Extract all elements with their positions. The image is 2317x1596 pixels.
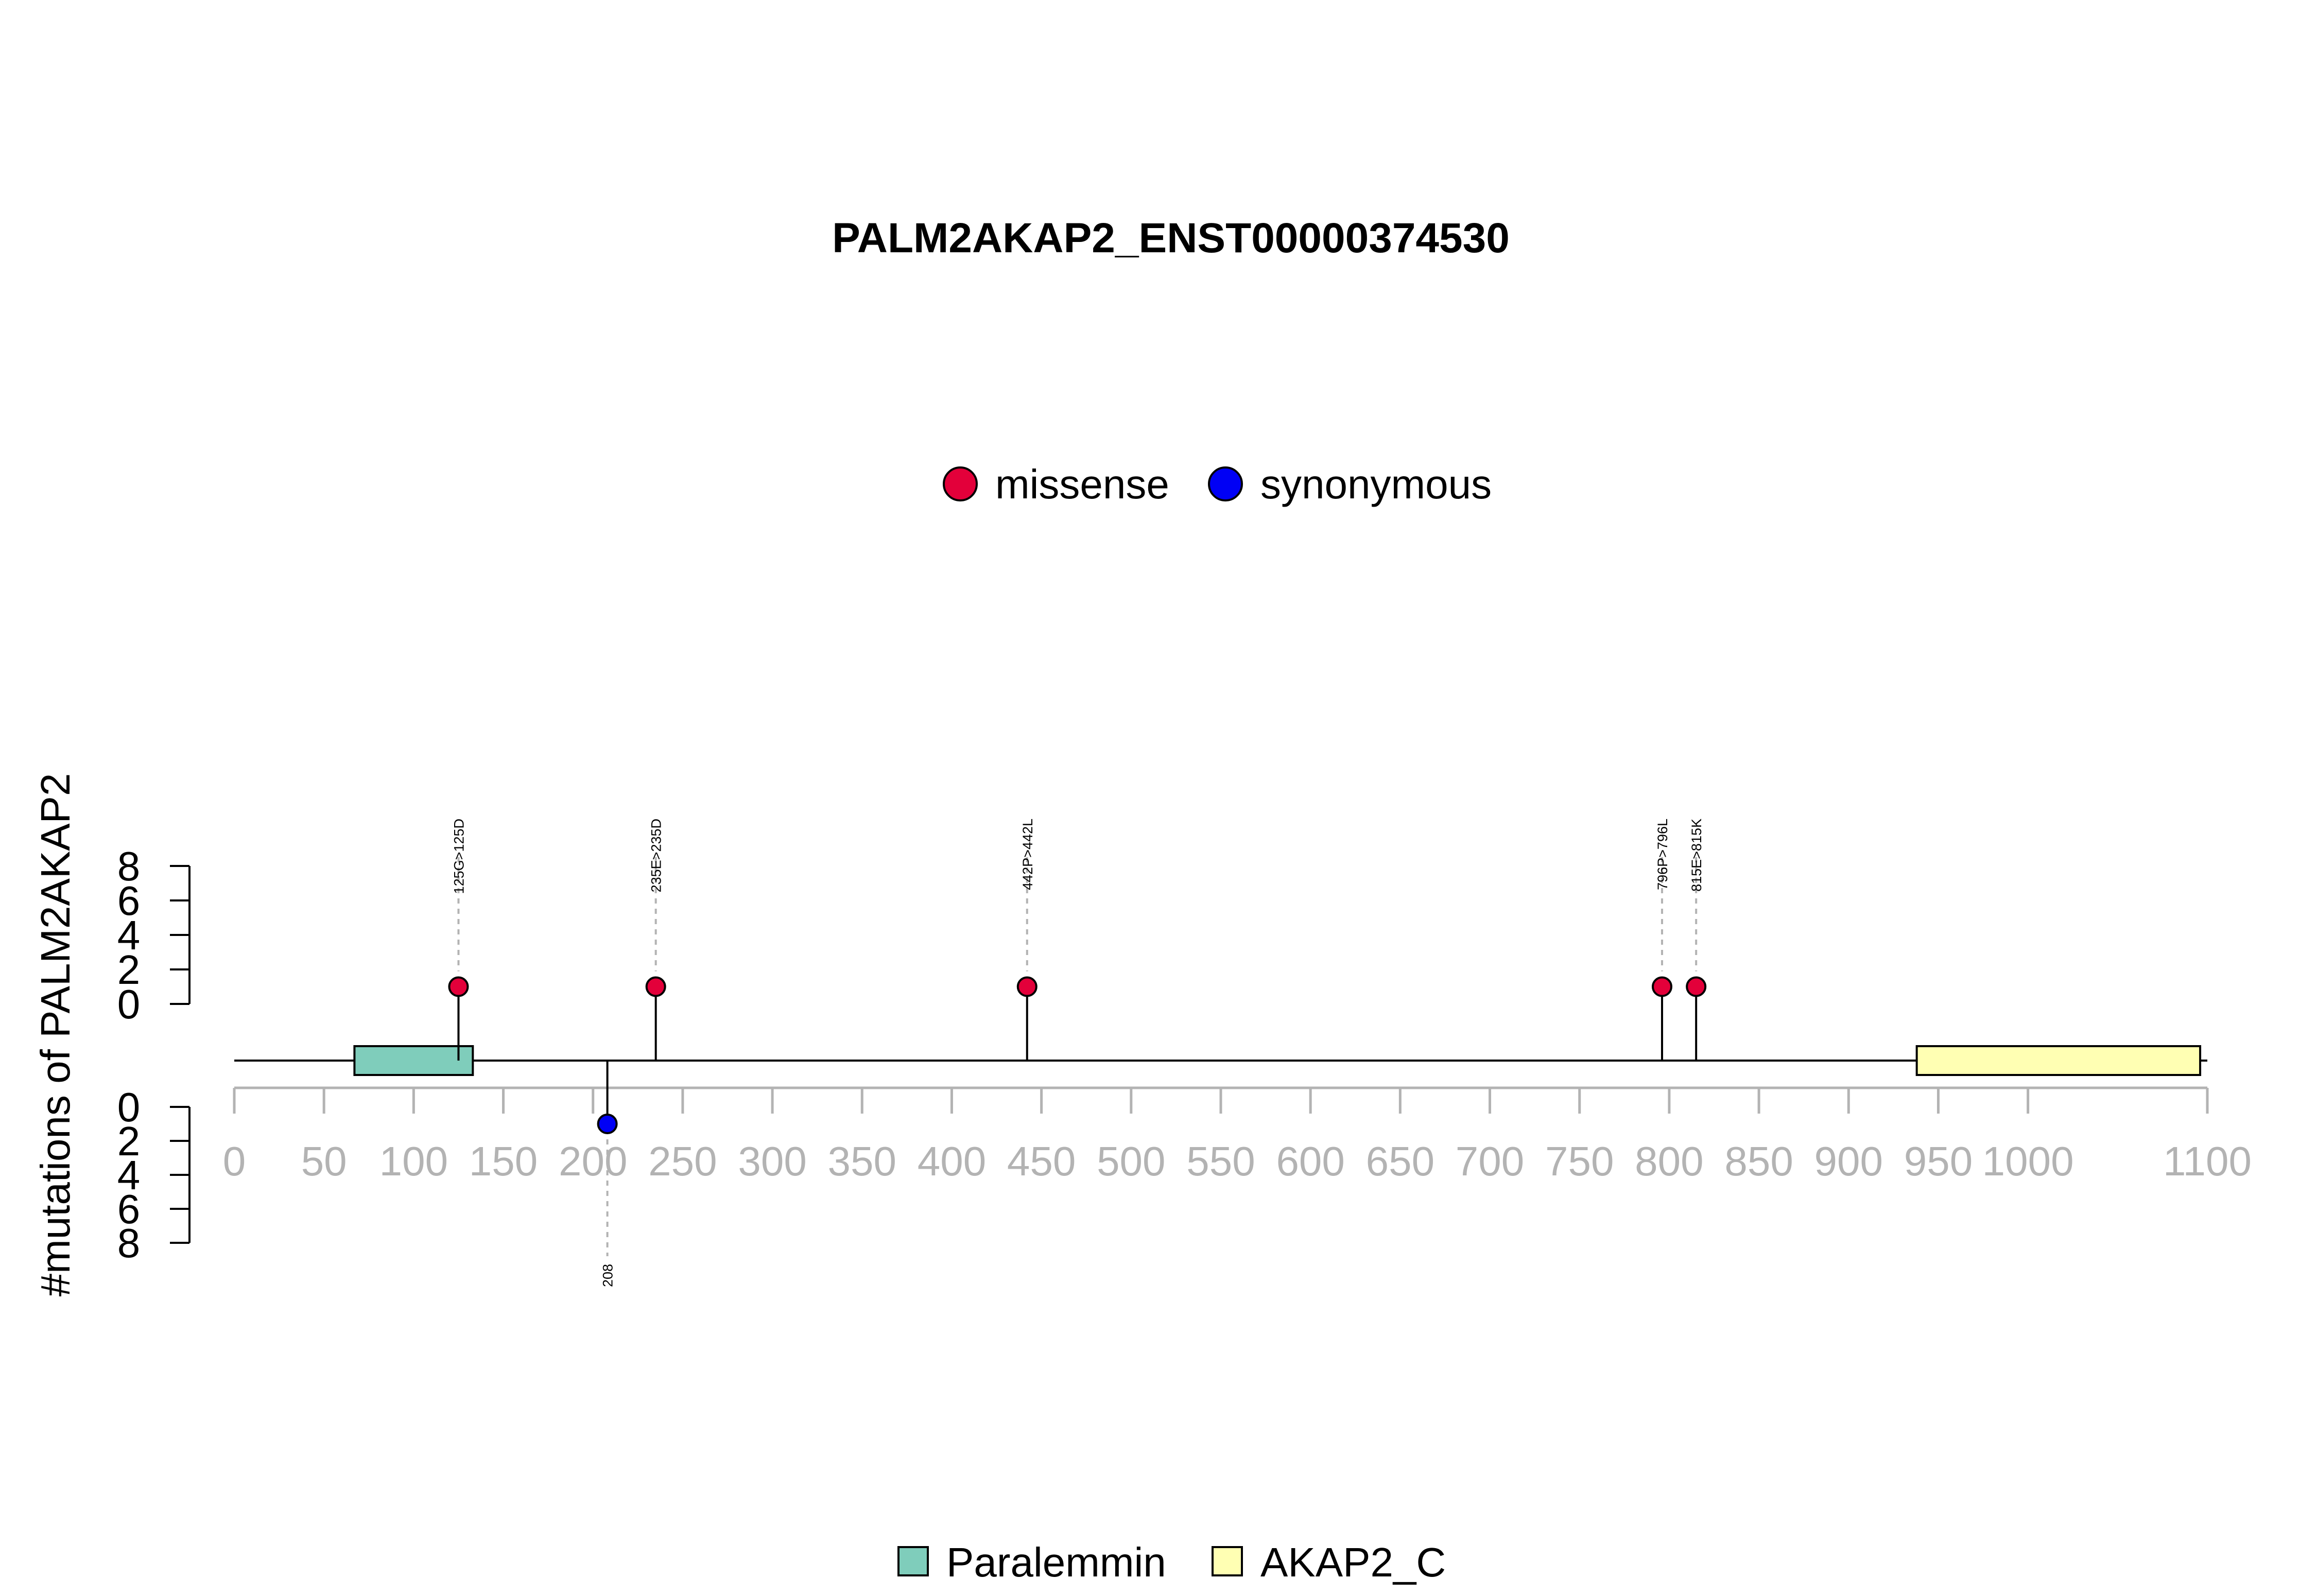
domain-AKAP2_C xyxy=(1915,1045,2202,1076)
y-bottom-tick-label-0: 0 xyxy=(117,1084,141,1130)
mutation-point-208 xyxy=(597,1114,618,1134)
legend-label-AKAP2_C: AKAP2_C xyxy=(1260,1539,1446,1585)
y-top-tick-label-0: 0 xyxy=(117,981,141,1027)
mutation-point-125 xyxy=(448,976,469,997)
x-tick-label-850: 850 xyxy=(1724,1138,1793,1184)
y-top-tick-label-2: 2 xyxy=(117,947,141,993)
x-tick-label-0: 0 xyxy=(223,1138,246,1184)
x-tick-label-800: 800 xyxy=(1635,1138,1703,1184)
x-tick-label-100: 100 xyxy=(379,1138,448,1184)
legend-label-missense: missense xyxy=(995,461,1169,507)
domain-legend: Paralemmin AKAP2_C xyxy=(897,1539,1446,1585)
x-tick-label-500: 500 xyxy=(1097,1138,1165,1184)
x-tick-label-450: 450 xyxy=(1007,1138,1076,1184)
x-tick-label-400: 400 xyxy=(918,1138,986,1184)
legend-swatch-synonymous xyxy=(1208,466,1243,501)
x-tick-label-1100: 1100 xyxy=(2163,1138,2252,1184)
mutation-point-442 xyxy=(1016,976,1038,997)
x-tick-label-50: 50 xyxy=(301,1138,347,1184)
legend-swatch-AKAP2_C xyxy=(1212,1546,1243,1576)
mutation-label-442: 442P>442L xyxy=(1020,819,1035,890)
y-top-tick-label-6: 6 xyxy=(117,878,141,924)
mutation-label-796: 796P>796L xyxy=(1655,819,1670,890)
legend-swatch-missense xyxy=(943,466,978,501)
legend-label-synonymous: synonymous xyxy=(1260,461,1492,507)
mutation-label-208: 208 xyxy=(600,1264,616,1287)
x-tick-label-250: 250 xyxy=(648,1138,717,1184)
x-tick-label-600: 600 xyxy=(1276,1138,1344,1184)
y-axis-label: #mutations of PALM2AKAP2 xyxy=(32,773,78,1297)
x-tick-label-650: 650 xyxy=(1366,1138,1434,1184)
mutation-label-815: 815E>815K xyxy=(1689,819,1704,892)
x-tick-label-200: 200 xyxy=(559,1138,627,1184)
mutation-legend: missense synonymous xyxy=(943,461,1492,507)
mutations-top: 125G>125D 235E>235D 442P>442L 796P>796L 815E… xyxy=(448,819,1707,1061)
protein-domains xyxy=(353,1045,2202,1076)
y-bottom-tick-label-4: 4 xyxy=(117,1152,141,1198)
x-axis: 0 50 100 150 200 250 300 350 400 450 500 550 600 650 7… xyxy=(223,1086,2252,1184)
x-tick-label-150: 150 xyxy=(469,1138,538,1184)
x-tick-label-700: 700 xyxy=(1456,1138,1524,1184)
x-tick-label-950: 950 xyxy=(1904,1138,1973,1184)
mutation-point-815 xyxy=(1686,976,1707,997)
y-top-tick-label-8: 8 xyxy=(117,843,141,889)
legend-swatch-Paralemmin xyxy=(897,1546,929,1576)
mutation-point-235 xyxy=(645,976,666,997)
x-tick-label-550: 550 xyxy=(1186,1138,1255,1184)
mutation-point-796 xyxy=(1651,976,1672,997)
x-tick-label-750: 750 xyxy=(1545,1138,1614,1184)
mutation-label-235: 235E>235D xyxy=(649,819,664,892)
mutation-label-125: 125G>125D xyxy=(451,819,466,894)
x-tick-label-900: 900 xyxy=(1814,1138,1883,1184)
y-bottom-tick-label-2: 2 xyxy=(117,1118,141,1164)
x-tick-label-1000: 1000 xyxy=(1982,1138,2074,1184)
chart-title: PALM2AKAP2_ENST00000374530 xyxy=(832,215,1510,262)
y-bottom-tick-label-6: 6 xyxy=(117,1186,141,1232)
mutations-bottom: 208 xyxy=(597,1061,618,1287)
legend-label-Paralemmin: Paralemmin xyxy=(946,1539,1166,1585)
x-tick-label-300: 300 xyxy=(738,1138,806,1184)
y-bottom-tick-label-8: 8 xyxy=(117,1220,141,1266)
domain-Paralemmin xyxy=(353,1045,474,1076)
x-tick-label-350: 350 xyxy=(828,1138,896,1184)
y-top-tick-label-4: 4 xyxy=(117,912,141,958)
